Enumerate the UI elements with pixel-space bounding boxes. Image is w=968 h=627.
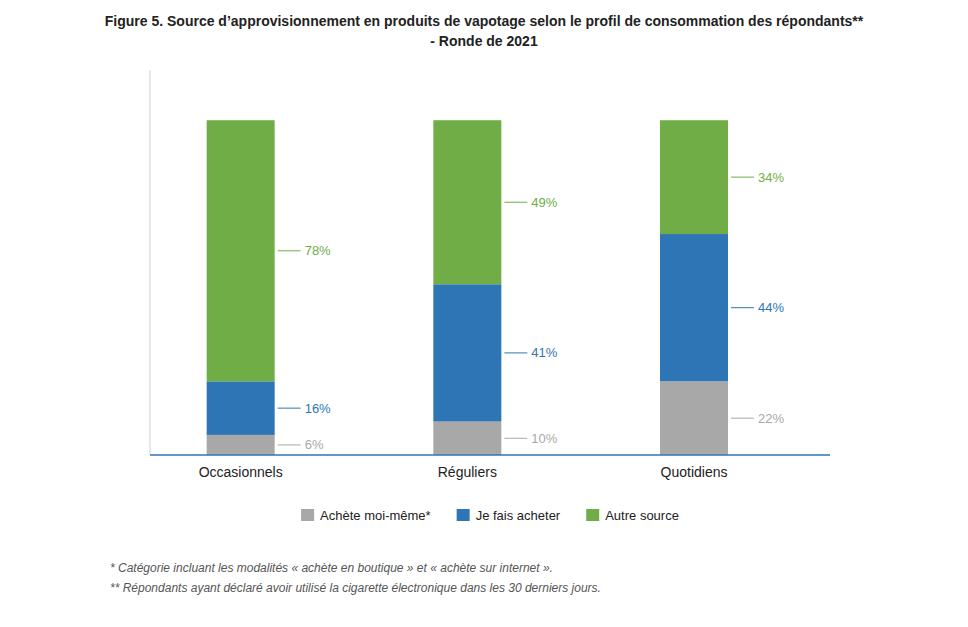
footnote: * Catégorie incluant les modalités « ach… [110, 561, 553, 575]
bar-segment [207, 435, 275, 455]
x-tick-label: Réguliers [438, 464, 497, 480]
x-axis-line [150, 454, 830, 456]
bar-segment [660, 381, 728, 455]
legend: Achète moi-même* Je fais acheter Autre sou… [301, 508, 679, 523]
bar-segment [433, 422, 501, 455]
legend-label: Autre source [605, 508, 679, 523]
bar-segment [433, 120, 501, 284]
bar-segment [660, 120, 728, 234]
leader-line [278, 250, 301, 251]
bar-segment [207, 381, 275, 435]
leader-line [504, 438, 527, 439]
legend-label: Je fais acheter [476, 508, 561, 523]
data-label: 41% [531, 345, 557, 360]
footnote: ** Répondants ayant déclaré avoir utilis… [110, 581, 601, 595]
leader-line [731, 177, 754, 178]
data-label: 44% [758, 300, 784, 315]
y-axis-line [150, 70, 151, 455]
leader-line [731, 307, 754, 308]
data-label: 34% [758, 170, 784, 185]
title: Figure 5. Source d’approvisionnement en … [105, 13, 864, 29]
legend-swatch [301, 509, 314, 521]
leader-line [504, 352, 527, 353]
legend-swatch [457, 509, 470, 521]
legend-label: Achète moi-même* [320, 508, 431, 523]
legend-swatch [586, 509, 599, 521]
leader-line [278, 444, 301, 445]
data-label: 22% [758, 411, 784, 426]
leader-line [278, 408, 301, 409]
bar-segment [207, 120, 275, 381]
data-label: 78% [305, 243, 331, 258]
data-label: 49% [531, 195, 557, 210]
x-tick-label: Occasionnels [199, 464, 283, 480]
bar-segment [433, 284, 501, 421]
subtitle: - Ronde de 2021 [430, 33, 538, 49]
chart: Figure 5. Source d’approvisionnement en … [0, 0, 968, 627]
x-tick-label: Quotidiens [661, 464, 728, 480]
page: {"chart_data": { "type": "bar", "stacked… [0, 0, 968, 627]
leader-line [504, 202, 527, 203]
leader-line [731, 418, 754, 419]
data-label: 6% [305, 437, 324, 452]
bars [207, 120, 728, 455]
data-label: 10% [531, 431, 557, 446]
data-label: 16% [305, 401, 331, 416]
bar-segment [660, 234, 728, 381]
